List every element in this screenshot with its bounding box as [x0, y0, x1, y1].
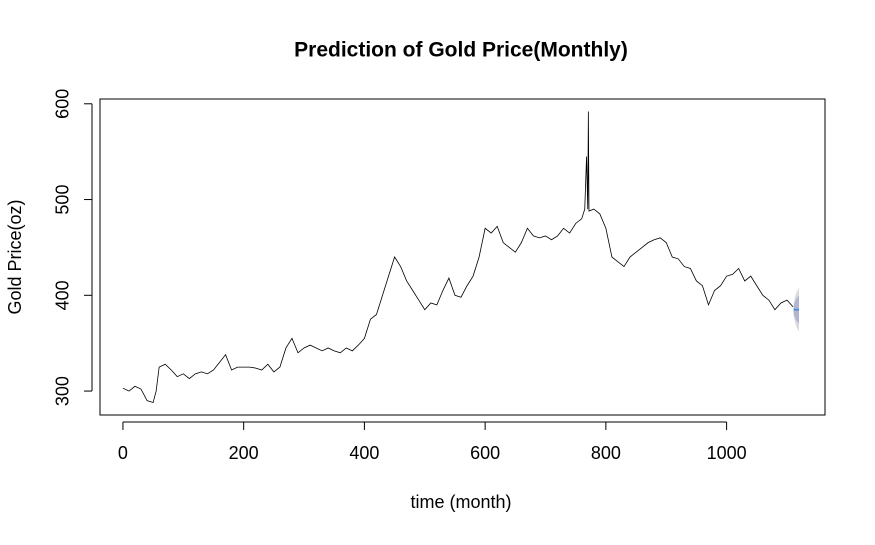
y-tick-label: 300	[53, 376, 73, 406]
price-line	[122, 111, 794, 404]
y-tick-label: 600	[53, 89, 73, 119]
x-tick-label: 600	[470, 443, 500, 463]
x-tick-label: 200	[229, 443, 259, 463]
chart-title: Prediction of Gold Price(Monthly)	[294, 39, 628, 62]
plot-frame	[99, 98, 826, 416]
x-axis-label: time (month)	[410, 492, 511, 512]
y-tick-label: 500	[53, 185, 73, 215]
x-tick-label: 1000	[707, 443, 747, 463]
x-tick-label: 0	[118, 443, 128, 463]
y-axis-label: Gold Price(oz)	[5, 199, 25, 314]
x-tick-label: 800	[591, 443, 621, 463]
x-tick-label: 400	[349, 443, 379, 463]
y-tick-label: 400	[53, 280, 73, 310]
